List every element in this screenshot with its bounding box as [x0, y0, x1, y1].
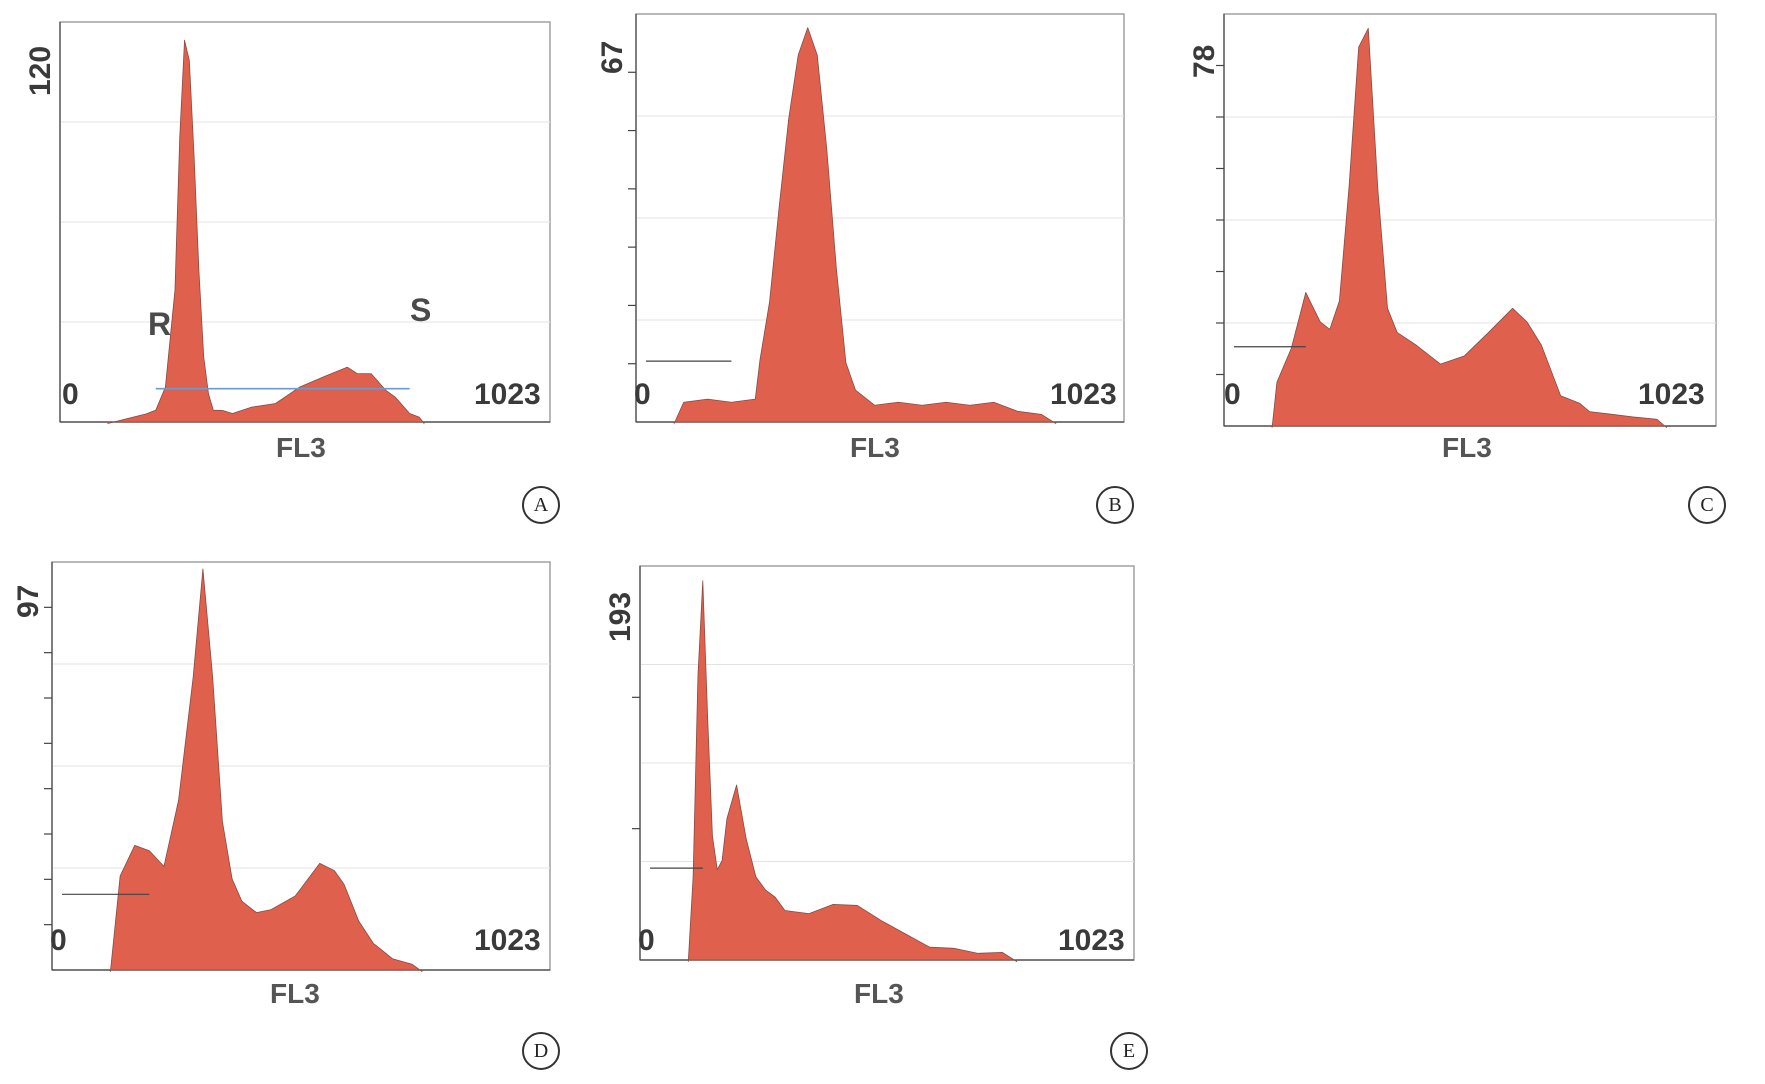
- histogram-b-svg: [628, 13, 1125, 424]
- histogram-e-svg: [632, 565, 1135, 962]
- panel-badge-c: C: [1688, 486, 1726, 524]
- y-max-label-e: 193: [604, 591, 637, 642]
- y-max-label-c: 78: [1188, 44, 1221, 78]
- y-max-label-b: 67: [596, 40, 629, 74]
- marker-r: R: [148, 306, 172, 342]
- x-axis-title-e: FL3: [854, 978, 904, 1009]
- panel-badge-d: D: [522, 1032, 560, 1070]
- histogram-panel-c: 78 0 1023 FL3 C: [1166, 0, 1726, 524]
- x-min-label-d: 0: [50, 924, 67, 957]
- histogram-a-svg: [59, 21, 551, 424]
- histogram-area: [110, 568, 423, 972]
- x-max-label-b: 1023: [1050, 378, 1117, 411]
- histogram-area: [107, 39, 425, 424]
- x-min-label-e: 0: [638, 924, 655, 957]
- x-max-label-e: 1023: [1058, 924, 1125, 957]
- panel-badge-e: E: [1110, 1032, 1148, 1070]
- histogram-c-svg: [1216, 13, 1717, 428]
- histogram-panel-b: 67 0 1023 FL3 B: [584, 0, 1144, 524]
- histogram-panel-a: 120 0 1023 FL3 R S A: [0, 0, 560, 524]
- panel-badge-b: B: [1096, 486, 1134, 524]
- histogram-d-svg: [44, 561, 551, 972]
- x-min-label-c: 0: [1224, 378, 1241, 411]
- x-max-label-d: 1023: [474, 924, 541, 957]
- histogram-panel-d: 97 0 1023 FL3 D: [0, 546, 560, 1070]
- histogram-area: [687, 580, 1018, 962]
- x-min-label-a: 0: [62, 378, 79, 411]
- histogram-area: [1271, 27, 1667, 428]
- panel-badge-a: A: [522, 486, 560, 524]
- x-axis-title-a: FL3: [276, 432, 326, 463]
- y-max-label-d: 97: [12, 584, 45, 618]
- x-axis-title-c: FL3: [1442, 432, 1492, 463]
- x-max-label-a: 1023: [474, 378, 541, 411]
- x-axis-title-d: FL3: [270, 978, 320, 1009]
- histogram-panel-e: 193 0 1023 FL3 E: [584, 546, 1148, 1070]
- x-max-label-c: 1023: [1638, 378, 1705, 411]
- x-axis-title-b: FL3: [850, 432, 900, 463]
- y-max-label-a: 120: [24, 45, 57, 96]
- marker-s: S: [410, 292, 432, 328]
- histogram-area: [673, 27, 1057, 424]
- x-min-label-b: 0: [634, 378, 651, 411]
